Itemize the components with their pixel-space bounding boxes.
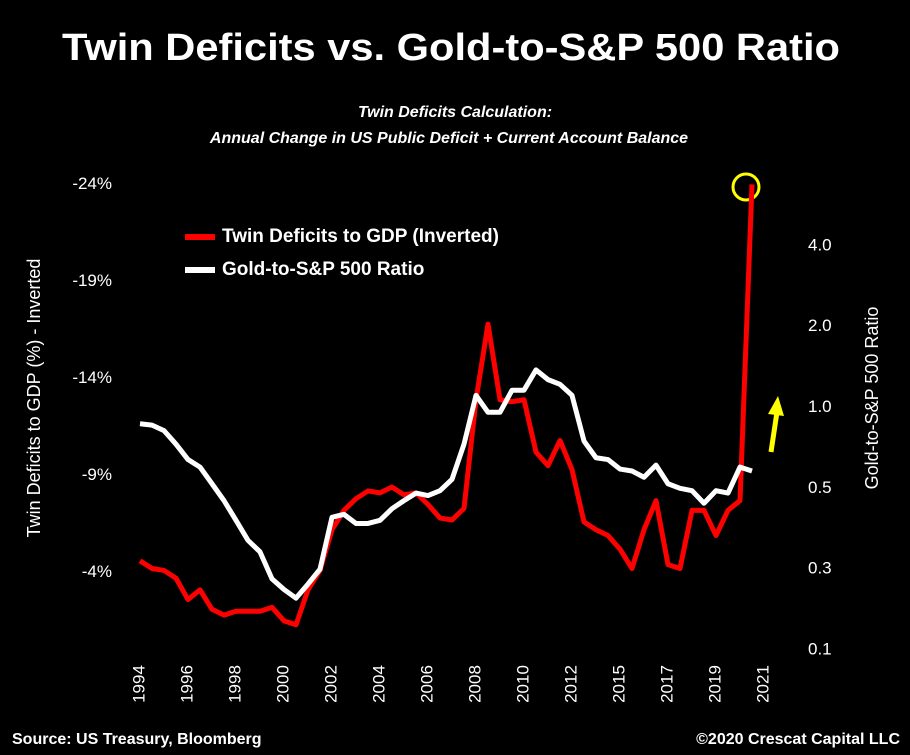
y-tick-label: -4% <box>82 562 112 581</box>
legend-label: Twin Deficits to GDP (Inverted) <box>222 226 499 247</box>
x-tick-label: 2008 <box>465 665 484 703</box>
y2-tick-label: 2.0 <box>808 316 832 335</box>
x-tick-label: 2015 <box>609 665 628 703</box>
x-tick-label: 2012 <box>561 665 580 703</box>
chart-title: Twin Deficits vs. Gold-to-S&P 500 Ratio <box>62 27 840 69</box>
subtitle: Annual Change in US Public Deficit + Cur… <box>209 130 688 147</box>
x-tick-label: 2006 <box>417 665 436 703</box>
x-tick-label: 1994 <box>129 665 148 703</box>
x-tick-label: 2010 <box>513 665 532 703</box>
x-tick-label: 1996 <box>177 665 196 703</box>
y2-tick-label: 0.5 <box>808 478 832 497</box>
x-tick-label: 2021 <box>753 665 772 703</box>
copyright: ©2020 Crescat Capital LLC <box>696 731 900 748</box>
y2-tick-label: 0.3 <box>808 559 832 578</box>
y-tick-label: -9% <box>82 465 112 484</box>
y2-axis-label: Gold-to-S&P 500 Ratio <box>862 307 882 490</box>
series-line <box>138 184 755 628</box>
y-axis-label: Twin Deficits to GDP (%) - Inverted <box>24 259 44 538</box>
y-tick-label: -19% <box>72 271 112 290</box>
y2-tick-label: 1.0 <box>808 397 832 416</box>
x-tick-label: 2000 <box>273 665 292 703</box>
y2-tick-label: 4.0 <box>808 235 832 254</box>
legend-label: Gold-to-S&P 500 Ratio <box>222 259 424 280</box>
x-tick-label: 2004 <box>369 665 388 703</box>
x-tick-label: 2017 <box>657 665 676 703</box>
arrow-shaft <box>768 411 780 453</box>
y2-tick-label: 0.1 <box>808 639 832 658</box>
series-line <box>139 367 753 601</box>
arrow-head <box>768 396 784 416</box>
source: Source: US Treasury, Bloomberg <box>12 731 262 748</box>
x-tick-label: 2019 <box>705 665 724 703</box>
y-tick-label: -24% <box>72 174 112 193</box>
highlight-circle <box>731 172 761 202</box>
x-tick-label: 1998 <box>225 665 244 703</box>
x-tick-label: 2002 <box>321 665 340 703</box>
y-tick-label: -14% <box>72 368 112 387</box>
subtitle: Twin Deficits Calculation: <box>358 104 552 121</box>
